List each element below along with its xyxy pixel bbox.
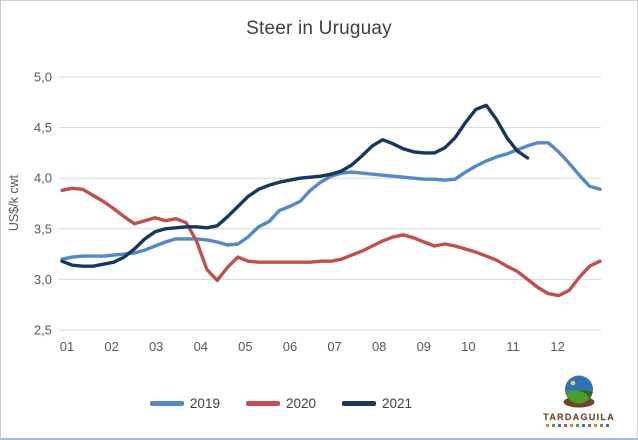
legend-swatch-2019 <box>149 401 184 406</box>
y-tick-label: 3,0 <box>34 272 52 287</box>
y-tick-label: 3,5 <box>34 221 52 236</box>
legend-item-2021: 2021 <box>342 396 412 411</box>
x-tick-label: 09 <box>417 339 431 354</box>
tardaguila-logo: TARDAGUILA <box>537 372 621 427</box>
y-tick-label: 4,5 <box>34 120 52 135</box>
series-line-2021 <box>60 103 530 268</box>
x-tick-label: 05 <box>238 339 252 354</box>
x-tick-label: 08 <box>372 339 386 354</box>
y-tick-label: 2,5 <box>34 323 52 338</box>
x-tick-label: 04 <box>194 339 208 354</box>
x-tick-label: 12 <box>550 339 564 354</box>
series-line-2019 <box>60 141 602 261</box>
legend-swatch-2021 <box>342 401 377 406</box>
legend-item-2019: 2019 <box>149 396 220 411</box>
chart-legend: 2019 2020 2021 <box>1 396 561 411</box>
x-tick-label: 03 <box>149 339 163 354</box>
x-tick-label: 07 <box>327 339 341 354</box>
legend-label: 2020 <box>285 396 317 411</box>
chart-title: Steer in Uruguay <box>246 18 392 39</box>
x-tick-label: 11 <box>506 339 520 354</box>
legend-label: 2019 <box>189 396 220 411</box>
logo-subtext-dots <box>546 424 612 427</box>
y-axis-title: US$/k cwt <box>7 174 21 231</box>
legend-label: 2021 <box>382 396 413 411</box>
x-tick-label: 01 <box>60 339 74 354</box>
x-tick-label: 10 <box>461 339 475 354</box>
x-tick-label: 06 <box>283 339 297 354</box>
legend-item-2020: 2020 <box>245 396 317 411</box>
series-line-2020 <box>60 186 602 298</box>
x-tick-label: 02 <box>104 339 118 354</box>
logo-globe-icon <box>563 375 595 408</box>
y-tick-label: 4,0 <box>34 171 52 186</box>
legend-swatch-2020 <box>245 401 280 406</box>
y-tick-label: 5,0 <box>34 70 52 85</box>
logo-text: TARDAGUILA <box>543 412 615 422</box>
